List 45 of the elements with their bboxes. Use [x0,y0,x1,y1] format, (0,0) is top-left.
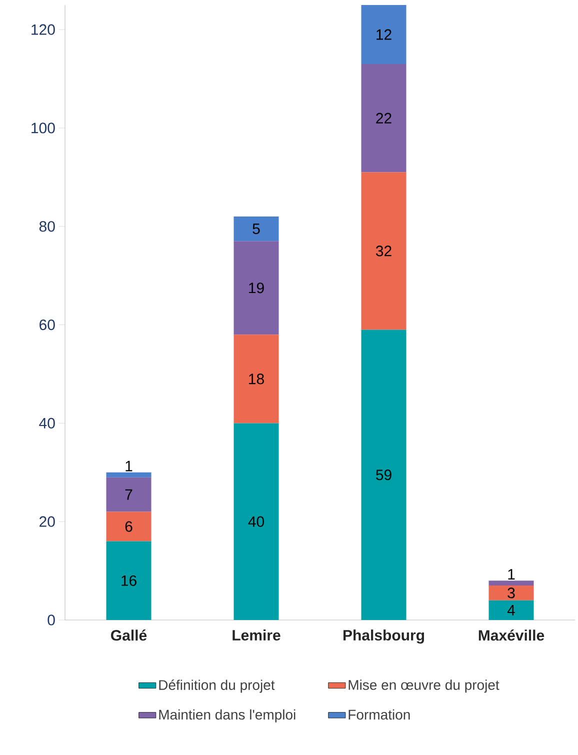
bar [361,330,406,620]
legend-label: Formation [348,709,410,720]
data-label: 22 [376,112,392,124]
bar [361,64,406,172]
y-tick-label: 100 [31,122,55,134]
bar [234,216,279,242]
data-label: 3 [507,588,515,598]
legend-label: Mise en œuvre du projet [348,680,500,693]
y-tick-label: 40 [38,418,55,428]
bar [106,512,152,542]
data-label: 7 [125,489,132,500]
data-label: 4 [507,605,515,616]
data-label: 5 [252,224,260,234]
data-label: 16 [121,575,136,586]
x-tick-label: Gallé [110,630,146,641]
x-tick-label: Maxéville [478,630,544,641]
y-tick-label: 120 [31,24,55,35]
bar [106,477,152,512]
data-label: 19 [248,282,264,294]
y-tick-label: 0 [48,614,55,626]
data-label: 1 [126,460,132,472]
data-label: 59 [376,470,392,480]
data-label: 40 [248,516,264,527]
bar [361,172,406,330]
bar [234,334,279,424]
legend-label: Maintien dans l'emploi [159,709,296,722]
bar [106,541,152,620]
bar [234,241,279,335]
x-tick-label: Phalsbourg [343,630,424,644]
y-tick-label: 60 [39,319,55,330]
bar [361,4,406,64]
data-label: 18 [248,374,264,384]
bar [488,586,534,600]
data-label: 32 [376,246,392,256]
legend-label: Définition du projet [159,680,275,693]
data-label: 1 [508,569,515,580]
x-tick-label: Lemire [232,630,280,641]
y-tick-label: 80 [39,221,55,232]
bar [234,423,279,620]
data-label: 12 [376,29,392,40]
data-label: 6 [125,521,132,532]
y-tick-label: 20 [39,516,55,527]
bar [488,600,534,620]
bar [106,472,152,478]
bar [488,580,534,586]
